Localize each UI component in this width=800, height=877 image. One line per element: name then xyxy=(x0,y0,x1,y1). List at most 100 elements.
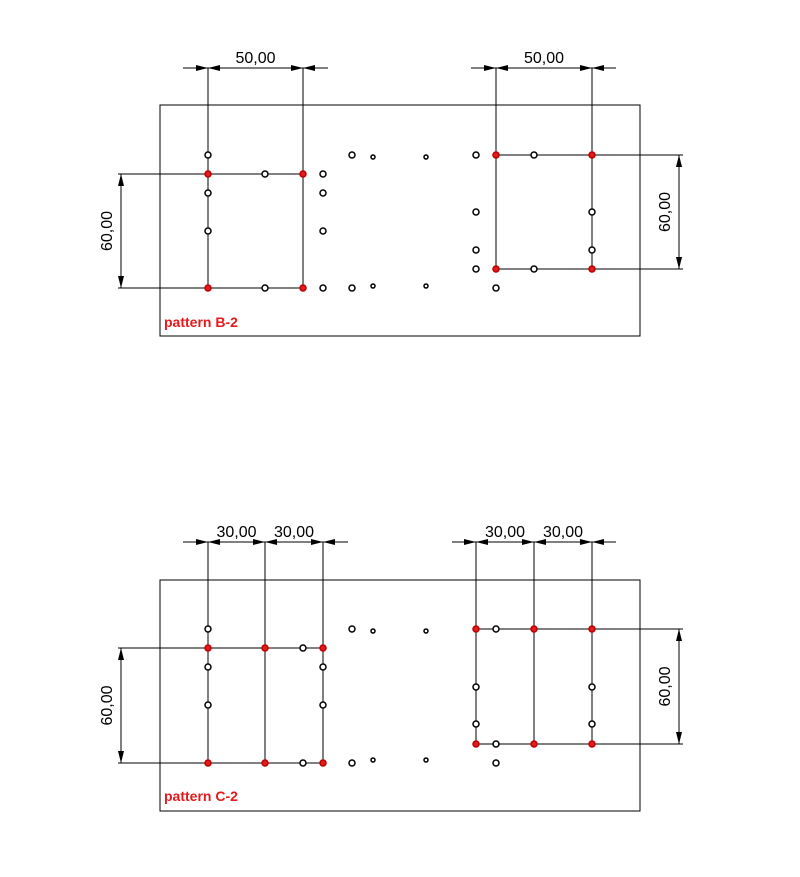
hole xyxy=(204,189,212,197)
hole xyxy=(492,759,500,767)
arrowhead xyxy=(676,155,682,167)
hole xyxy=(423,283,429,289)
hole xyxy=(492,284,500,292)
hole xyxy=(472,246,480,254)
hole-highlight xyxy=(588,265,596,273)
hole xyxy=(261,284,269,292)
arrowhead xyxy=(118,276,124,288)
arrowhead xyxy=(464,539,476,545)
hole xyxy=(423,154,429,160)
arrowhead xyxy=(208,539,220,545)
arrowhead xyxy=(534,539,546,545)
hole xyxy=(472,208,480,216)
arrowhead xyxy=(522,539,534,545)
hole-highlight xyxy=(299,170,307,178)
hole xyxy=(299,759,307,767)
dimension-label: 60,00 xyxy=(657,666,674,706)
arrowhead xyxy=(118,751,124,763)
plate xyxy=(159,104,641,337)
hole xyxy=(204,663,212,671)
hole-highlight xyxy=(588,151,596,159)
arrowhead xyxy=(484,65,496,71)
hole-highlight xyxy=(472,740,480,748)
hole xyxy=(588,246,596,254)
hole xyxy=(319,170,327,178)
hole-highlight xyxy=(299,284,307,292)
hole xyxy=(492,625,500,633)
arrowhead xyxy=(496,65,508,71)
hole xyxy=(319,189,327,197)
hole xyxy=(204,151,212,159)
hole xyxy=(588,683,596,691)
hole xyxy=(348,151,356,159)
hole xyxy=(492,740,500,748)
hole xyxy=(588,208,596,216)
hole xyxy=(319,663,327,671)
hole-highlight xyxy=(530,740,538,748)
hole-highlight xyxy=(204,759,212,767)
hole-highlight xyxy=(588,625,596,633)
arrowhead xyxy=(580,65,592,71)
hole-highlight xyxy=(492,265,500,273)
arrowhead xyxy=(676,257,682,269)
hole xyxy=(370,154,376,160)
hole xyxy=(204,625,212,633)
dimension-label: 30,00 xyxy=(274,524,314,541)
dimension-label: 50,00 xyxy=(235,50,275,67)
hole xyxy=(530,265,538,273)
plate xyxy=(159,579,641,812)
hole xyxy=(370,757,376,763)
arrowhead xyxy=(580,539,592,545)
hole xyxy=(370,628,376,634)
hole-highlight xyxy=(492,151,500,159)
arrowhead xyxy=(208,65,220,71)
hole xyxy=(348,284,356,292)
hole xyxy=(348,625,356,633)
hole xyxy=(472,720,480,728)
hole xyxy=(319,227,327,235)
hole xyxy=(530,151,538,159)
arrowhead xyxy=(291,65,303,71)
dimension-label: 50,00 xyxy=(524,50,564,67)
hole xyxy=(588,720,596,728)
arrowhead xyxy=(303,65,315,71)
hole-highlight xyxy=(530,625,538,633)
hole xyxy=(319,701,327,709)
hole xyxy=(348,759,356,767)
dimension-label: 60,00 xyxy=(99,685,116,725)
hole xyxy=(299,644,307,652)
hole-highlight xyxy=(472,625,480,633)
dimension-label: 30,00 xyxy=(485,524,525,541)
arrowhead xyxy=(118,174,124,186)
hole xyxy=(472,265,480,273)
hole-highlight xyxy=(204,170,212,178)
dimension-label: 60,00 xyxy=(99,211,116,251)
hole xyxy=(204,227,212,235)
hole xyxy=(204,701,212,709)
dimension-label: 30,00 xyxy=(543,524,583,541)
arrowhead xyxy=(196,539,208,545)
hole xyxy=(370,283,376,289)
arrowhead xyxy=(323,539,335,545)
hole xyxy=(472,683,480,691)
hole-highlight xyxy=(588,740,596,748)
arrowhead xyxy=(253,539,265,545)
arrowhead xyxy=(676,629,682,641)
hole-highlight xyxy=(204,644,212,652)
hole-highlight xyxy=(319,759,327,767)
hole-highlight xyxy=(204,284,212,292)
arrowhead xyxy=(196,65,208,71)
arrowhead xyxy=(676,732,682,744)
arrowhead xyxy=(592,65,604,71)
dimension-label: 60,00 xyxy=(657,192,674,232)
arrowhead xyxy=(311,539,323,545)
hole-highlight xyxy=(261,759,269,767)
arrowhead xyxy=(592,539,604,545)
hole xyxy=(472,151,480,159)
pattern-label: pattern B-2 xyxy=(164,314,238,330)
hole xyxy=(319,284,327,292)
dimension-label: 30,00 xyxy=(216,524,256,541)
arrowhead xyxy=(265,539,277,545)
arrowhead xyxy=(476,539,488,545)
